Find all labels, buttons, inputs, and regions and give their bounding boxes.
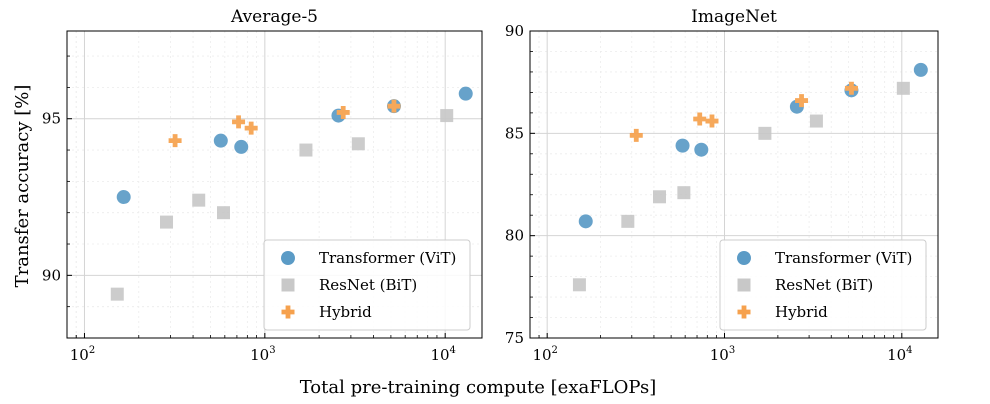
y-tick-label: 90 [505,22,524,40]
point-bit [758,126,772,140]
point-hybrid [795,94,809,108]
point-hybrid [693,112,707,126]
point-bit [110,287,124,301]
legend-label-vit: Transformer (ViT) [775,249,912,267]
legend-marker-hybrid [737,305,751,319]
chart-panel-1: Average-5 102 103 104 90 95 Transformer (ViT) R… [42,7,483,364]
point-bit [192,193,206,207]
x-tick-label: 104 [430,345,455,364]
y-tick-label: 75 [505,329,524,347]
point-bit [896,81,910,95]
y-tick-label: 90 [42,266,61,284]
legend-marker-hybrid [281,305,295,319]
legend-marker-bit [737,278,751,292]
x-tick-label: 104 [887,345,912,364]
point-bit [351,137,365,151]
legend: Transformer (ViT) ResNet (BiT) Hybrid [263,239,471,331]
plot-frame [66,30,483,339]
point-hybrid [232,115,246,129]
legend-box [719,239,927,331]
point-bit [217,206,231,220]
x-axis-label: Total pre-training compute [exaFLOPs] [300,377,657,398]
legend-box [263,239,471,331]
y-tick-label: 80 [505,227,524,245]
point-hybrid [336,105,350,119]
chart-title: Average-5 [230,7,318,27]
point-bit [809,114,823,128]
x-tick-label: 102 [70,345,95,364]
y-tick-label: 85 [505,124,524,142]
point-bit [653,190,667,204]
point-hybrid [629,128,643,142]
point-bit [440,109,454,123]
point-vit [213,133,228,148]
point-hybrid [705,114,719,128]
chart-panel-2: ImageNet 102 103 104 75 80 85 90 Transformer (Vi… [505,7,939,364]
legend-marker-vit [281,251,295,265]
x-tick-label: 103 [250,345,275,364]
point-vit [694,142,709,157]
point-vit [458,86,473,101]
point-vit [675,138,690,153]
data-points [110,86,473,301]
legend-label-bit: ResNet (BiT) [319,276,417,294]
point-bit [160,215,174,229]
point-bit [621,214,635,228]
legend-label-hybrid: Hybrid [775,303,828,321]
legend-label-bit: ResNet (BiT) [775,276,873,294]
chart-title: ImageNet [691,7,777,27]
plot-frame [529,30,939,339]
point-hybrid [844,81,858,95]
x-tick-label: 102 [532,345,557,364]
point-vit [578,214,593,229]
point-vit [234,139,249,154]
point-vit [116,190,131,205]
legend-marker-vit [737,251,751,265]
legend-label-vit: Transformer (ViT) [319,249,456,267]
point-hybrid [244,121,258,135]
point-bit [677,186,691,200]
legend-label-hybrid: Hybrid [319,303,372,321]
point-vit [913,62,928,77]
point-bit [572,278,586,292]
x-tick-label: 103 [710,345,735,364]
data-points [572,62,928,292]
legend: Transformer (ViT) ResNet (BiT) Hybrid [719,239,927,331]
y-axis-label: Transfer accuracy [%] [12,85,33,288]
y-tick-label: 95 [42,110,61,128]
point-hybrid [387,99,401,113]
point-hybrid [168,134,182,148]
legend-marker-bit [281,278,295,292]
point-bit [299,143,313,157]
